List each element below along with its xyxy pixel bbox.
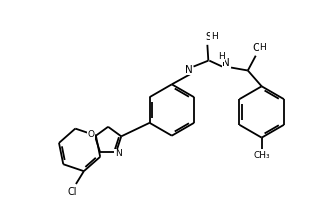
Text: O: O	[252, 43, 261, 53]
Text: H: H	[259, 43, 266, 52]
Text: S: S	[205, 32, 212, 42]
Text: N: N	[222, 58, 230, 68]
Text: O: O	[88, 130, 95, 139]
Text: H: H	[211, 32, 218, 41]
Text: N: N	[115, 149, 122, 158]
Text: N: N	[185, 64, 192, 75]
Text: CH₃: CH₃	[253, 151, 270, 160]
Text: Cl: Cl	[67, 187, 77, 197]
Text: H: H	[218, 52, 225, 61]
